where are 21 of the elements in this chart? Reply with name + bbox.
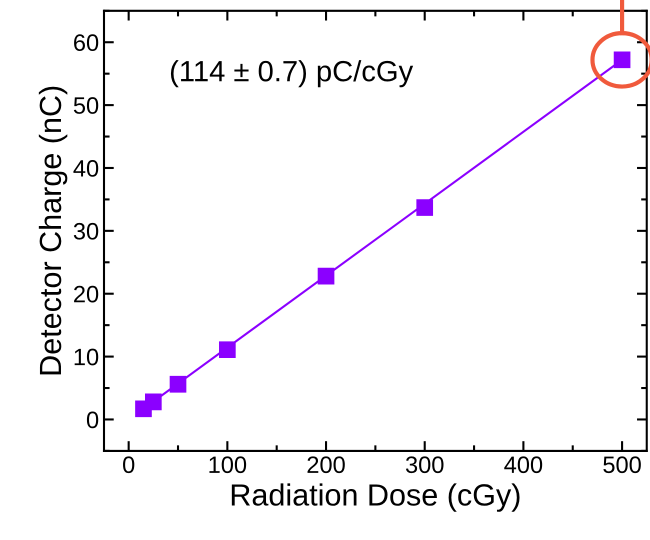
x-tick-label: 400 [504, 456, 542, 474]
y-tick-label: 0 [86, 412, 98, 428]
y-tick-label: 20 [74, 286, 98, 303]
y-tick-label: 40 [73, 160, 98, 177]
x-tick-label: 500 [603, 456, 641, 474]
y-tick-label: 50 [74, 97, 98, 114]
point [416, 199, 434, 216]
x-tick-label: 300 [406, 456, 444, 474]
y-tick-label: 10 [74, 348, 98, 366]
y-axis-title: Detector Charge (nC) [38, 86, 68, 374]
y-tick-label: 30 [74, 222, 98, 240]
point [219, 341, 236, 358]
y-tick-label: 60 [74, 34, 98, 52]
x-tick-label: 200 [308, 456, 345, 474]
x-tick-label: 100 [209, 456, 246, 474]
x-tick-label: 0 [123, 456, 134, 474]
point [170, 376, 186, 393]
point [145, 394, 162, 410]
point [318, 268, 334, 284]
x-axis-title: Radiation Dose (cGy) [232, 483, 520, 512]
annotation: (114 ± 0.7) pC/cGy [170, 60, 414, 88]
